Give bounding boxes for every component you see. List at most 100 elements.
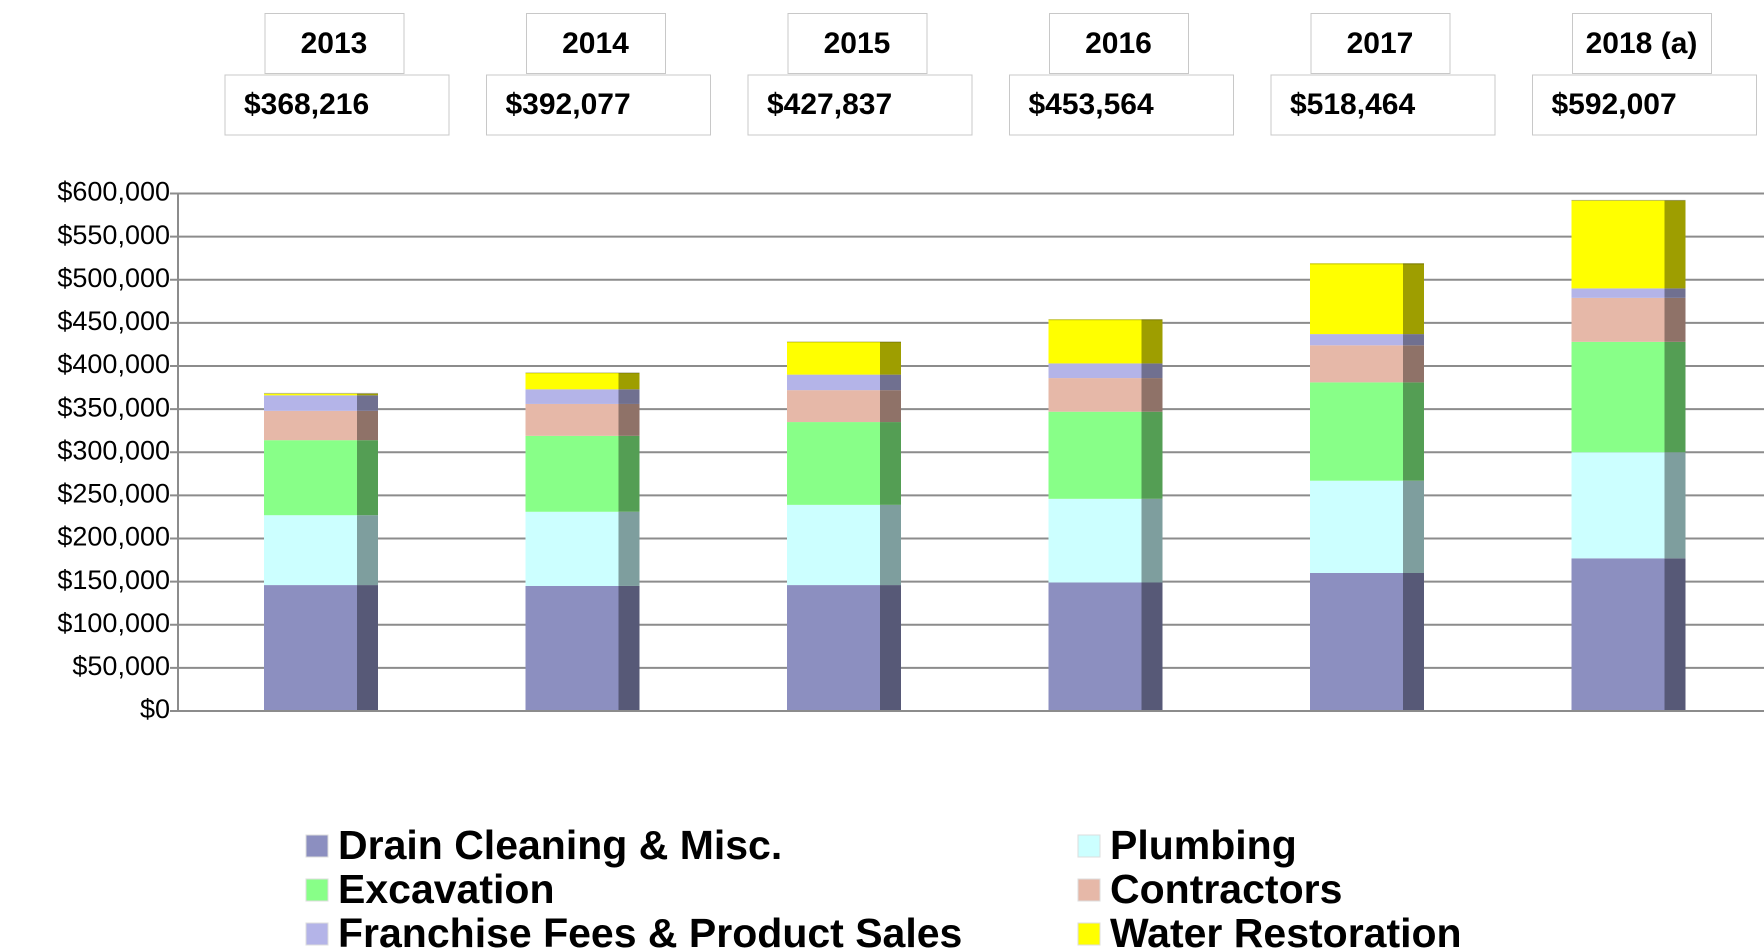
bar-segment-side [357, 393, 378, 396]
bar-segment-side [880, 390, 901, 423]
bar-segment [1571, 288, 1665, 298]
bar-segment [787, 504, 880, 586]
bar-segment-side [1141, 498, 1163, 583]
y-tick-label: $300,000 [57, 435, 170, 465]
bar-segment-side [880, 585, 901, 711]
total-box [1009, 74, 1234, 136]
bar-segment [1310, 334, 1403, 346]
bar-segment [1048, 582, 1142, 711]
bar-segment-side [1664, 288, 1686, 298]
total-label: $368,216 [244, 88, 369, 121]
bar-segment-side [880, 341, 901, 375]
y-tick-label: $150,000 [57, 565, 170, 595]
bar-segment-side [1664, 200, 1686, 289]
bar-segment-side [880, 374, 901, 391]
bar-segment-side [880, 504, 901, 586]
bar-segment-side [1141, 363, 1163, 379]
bar-segment [264, 585, 357, 711]
y-tick-label: $250,000 [57, 479, 170, 509]
year-label: 2015 [824, 27, 891, 60]
bar-segment-side [1403, 345, 1424, 383]
bar-segment [264, 440, 357, 516]
y-tick-label: $50,000 [72, 651, 170, 681]
bar-segment [1571, 200, 1665, 289]
bar-segment [787, 390, 880, 423]
total-box [224, 74, 450, 136]
legend-swatch [305, 878, 329, 902]
year-label: 2014 [562, 27, 629, 60]
bar-segment [787, 374, 880, 391]
bar-segment-side [357, 410, 378, 441]
legend-swatch [1077, 922, 1101, 946]
bar-segment [1310, 263, 1403, 335]
bar-segment [787, 585, 880, 711]
legend-label: Water Restoration [1110, 910, 1462, 952]
bar-segment [1048, 411, 1142, 499]
bar-segment [1310, 573, 1403, 711]
bar-segment-side [618, 511, 640, 586]
bar-segment-side [357, 395, 378, 411]
year-label: 2018 (a) [1586, 27, 1698, 60]
legend-swatch [1077, 834, 1101, 858]
y-tick-label: $0 [140, 694, 170, 724]
bar-segment-side [1664, 341, 1686, 453]
legend-label: Excavation [338, 866, 555, 912]
bar-segment-side [1664, 558, 1686, 711]
bar-segment-side [1664, 452, 1686, 559]
bar-segment-side [618, 585, 640, 711]
total-box [747, 74, 973, 136]
bar-segment [1571, 297, 1665, 342]
year-box [1049, 13, 1189, 74]
bar-segment-side [1141, 319, 1163, 364]
bar-segment [1571, 341, 1665, 453]
bar-segment-side [357, 515, 378, 586]
total-label: $592,007 [1552, 88, 1677, 121]
legend-label: Franchise Fees & Product Sales [338, 910, 962, 952]
bar-segment [1571, 452, 1665, 559]
bar-segment [787, 341, 880, 375]
bar-segment-side [618, 435, 640, 512]
bar-segment-side [880, 422, 901, 505]
bar-segment-side [618, 403, 640, 436]
year-label: 2016 [1085, 27, 1152, 60]
total-label: $392,077 [506, 88, 631, 121]
bar-segment-side [1403, 334, 1424, 346]
bar-segment [1310, 480, 1403, 573]
year-box [1572, 13, 1712, 74]
year-box [264, 13, 405, 74]
year-label: 2017 [1347, 27, 1414, 60]
bar-segment-side [1403, 263, 1424, 335]
bar-segment-side [357, 440, 378, 516]
total-label: $427,837 [767, 88, 892, 121]
bar-segment-side [618, 372, 640, 390]
bar-segment [525, 435, 619, 512]
bar-segment [1571, 558, 1665, 711]
bar-segment [1048, 363, 1142, 379]
bar-segment [525, 372, 619, 390]
bar-segment-side [1141, 582, 1163, 711]
bar-segment [264, 410, 357, 441]
y-tick-label: $500,000 [57, 263, 170, 293]
bar-segment-side [1664, 297, 1686, 342]
bar-segment [264, 515, 357, 586]
bar-segment [525, 511, 619, 586]
bar-segment [1048, 378, 1142, 412]
bar-segment-side [618, 389, 640, 404]
bar-segment-side [1403, 382, 1424, 481]
legend-label: Drain Cleaning & Misc. [338, 822, 782, 868]
y-tick-label: $450,000 [57, 306, 170, 336]
bar-segment [525, 585, 619, 711]
legend-label: Plumbing [1110, 822, 1297, 868]
bar-segment-side [357, 585, 378, 711]
y-tick-label: $350,000 [57, 392, 170, 422]
bar-segment [525, 389, 619, 404]
total-box [1270, 74, 1496, 136]
y-tick-label: $550,000 [57, 220, 170, 250]
bar-segment [1048, 498, 1142, 583]
year-box [1310, 13, 1451, 74]
bar-segment [525, 403, 619, 436]
legend-swatch [305, 922, 329, 946]
bar-segment [264, 393, 357, 396]
year-box [526, 13, 666, 74]
bar-segment-side [1141, 378, 1163, 412]
